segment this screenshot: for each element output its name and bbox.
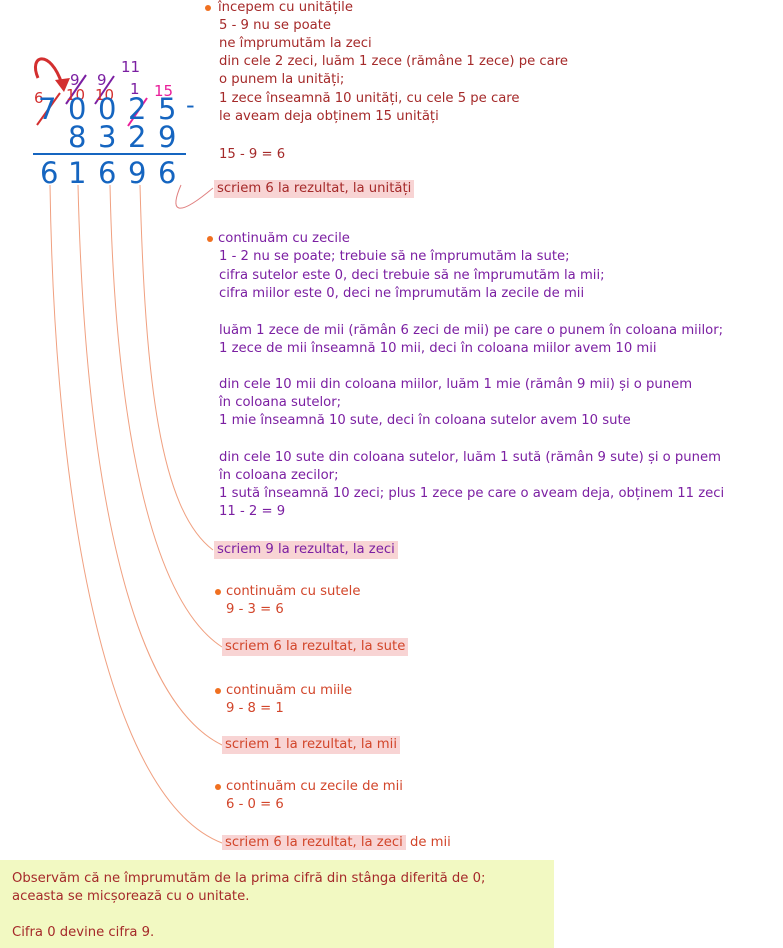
- borrow-nine-b: 9: [97, 71, 107, 89]
- step1-result: scriem 6 la rezultat, la unități: [214, 180, 415, 198]
- note-box: Observăm că ne împrumutăm de la prima ci…: [0, 860, 554, 948]
- step3-line-2: 9 - 3 = 6: [226, 602, 284, 617]
- step4-result: scriem 1 la rezultat, la mii: [222, 736, 400, 754]
- step2-para4-line-1: din cele 10 sute din coloana sutelor, lu…: [219, 450, 721, 465]
- step2-para4-line-2: în coloana zecilor;: [219, 468, 339, 483]
- top-digit-4: 2: [128, 92, 147, 126]
- step3-result: scriem 6 la rezultat, la sute: [222, 638, 409, 656]
- top-digit-3: 0: [98, 92, 117, 126]
- arrow-to-tens: [139, 184, 214, 551]
- step1-calc: 15 - 9 = 6: [219, 147, 286, 162]
- strike-first-10: [65, 74, 87, 105]
- arrow-to-ten-thousands: [49, 184, 223, 844]
- step4-line-1: continuăm cu miile: [226, 683, 353, 698]
- step2-para2-line-2: 1 zece de mii înseamnă 10 mii, deci în c…: [219, 341, 657, 356]
- result-digit-5: 6: [158, 156, 177, 190]
- top-digit-5: 5: [158, 92, 177, 126]
- step1-line-4: din cele 2 zeci, luăm 1 zece (rămâne 1 z…: [219, 54, 568, 69]
- step2-para3-line-1: din cele 10 mii din coloana miilor, luăm…: [219, 377, 693, 392]
- borrow-six: 6: [34, 89, 44, 107]
- step1-line-5: o punem la unități;: [219, 72, 345, 87]
- bottom-digit-1: 8: [68, 120, 87, 154]
- borrow-fifteen: 15: [154, 82, 174, 100]
- step2-line-1: continuăm cu zecile: [218, 231, 350, 246]
- bottom-digit-2: 3: [98, 120, 117, 154]
- borrow-nine-a: 9: [70, 71, 80, 89]
- note-line-1: Observăm că ne împrumutăm de la prima ci…: [12, 871, 486, 886]
- step1-line-6: 1 zece înseamnă 10 unități, cu cele 5 pe…: [219, 91, 520, 106]
- step2-line-3: cifra sutelor este 0, deci trebuie să ne…: [219, 268, 605, 283]
- step2-para3-line-3: 1 mie înseamnă 10 sute, deci în coloana …: [219, 413, 631, 428]
- step1-bullet: [205, 5, 211, 11]
- step5-line-1: continuăm cu zecile de mii: [226, 779, 403, 794]
- top-digit-1: 7: [38, 92, 57, 126]
- step4-bullet: [215, 688, 221, 694]
- step5-result: scriem 6 la rezultat, la zeci de mii: [222, 834, 451, 852]
- step4-line-2: 9 - 8 = 1: [226, 701, 284, 716]
- step1-line-3: ne împrumutăm la zeci: [219, 36, 372, 51]
- step1-line-2: 5 - 9 nu se poate: [219, 18, 332, 33]
- borrow-one: 1: [130, 80, 140, 98]
- step2-para4-line-3: 1 sută înseamnă 10 zeci; plus 1 zece pe …: [219, 486, 725, 501]
- result-digit-2: 1: [68, 156, 87, 190]
- step5-result-tail: de mii: [405, 835, 451, 850]
- arrow-to-thousands: [77, 184, 223, 746]
- step2-bullet: [207, 236, 213, 242]
- arrow-to-units: [175, 184, 214, 209]
- borrow-arrowhead: [55, 78, 70, 92]
- step2-para2-line-1: luăm 1 zece de mii (rămân 6 zeci de mii)…: [219, 323, 724, 338]
- step5-bullet: [215, 784, 221, 790]
- step2-para3-line-2: în coloana sutelor;: [219, 395, 342, 410]
- step2-line-2: 1 - 2 nu se poate; trebuie să ne împrumu…: [219, 249, 570, 264]
- step1-line-1: începem cu unitățile: [218, 0, 353, 15]
- strike-second-10: [94, 75, 115, 105]
- borrow-eleven: 11: [121, 58, 141, 76]
- bottom-digit-4: 9: [158, 120, 177, 154]
- step5-line-2: 6 - 0 = 6: [226, 797, 284, 812]
- step3-line-1: continuăm cu sutele: [226, 584, 361, 599]
- borrow-arrow: [34, 57, 64, 85]
- step5-result-highlight: scriem 6 la rezultat, la zeci: [222, 835, 406, 850]
- step3-bullet: [215, 589, 221, 595]
- top-digit-2: 0: [68, 92, 87, 126]
- step2-line-4: cifra miilor este 0, deci ne împrumutăm …: [219, 286, 585, 301]
- arrow-to-hundreds: [109, 184, 223, 648]
- borrow-ten-b: 10: [95, 86, 115, 104]
- step1-line-7: le aveam deja obținem 15 unități: [219, 109, 439, 124]
- strike-2: [127, 97, 148, 127]
- step2-para4-line-4: 11 - 2 = 9: [219, 504, 286, 519]
- note-last: Cifra 0 devine cifra 9.: [12, 925, 155, 940]
- result-digit-3: 6: [98, 156, 117, 190]
- strike-7: [36, 92, 61, 126]
- minus-sign: -: [186, 91, 195, 119]
- bottom-digit-3: 2: [128, 120, 147, 154]
- result-digit-1: 6: [40, 156, 59, 190]
- borrow-ten-a: 10: [66, 86, 86, 104]
- result-digit-4: 9: [128, 156, 147, 190]
- note-line-2: aceasta se micșorează cu o unitate.: [12, 889, 250, 904]
- step2-result: scriem 9 la rezultat, la zeci: [214, 541, 398, 559]
